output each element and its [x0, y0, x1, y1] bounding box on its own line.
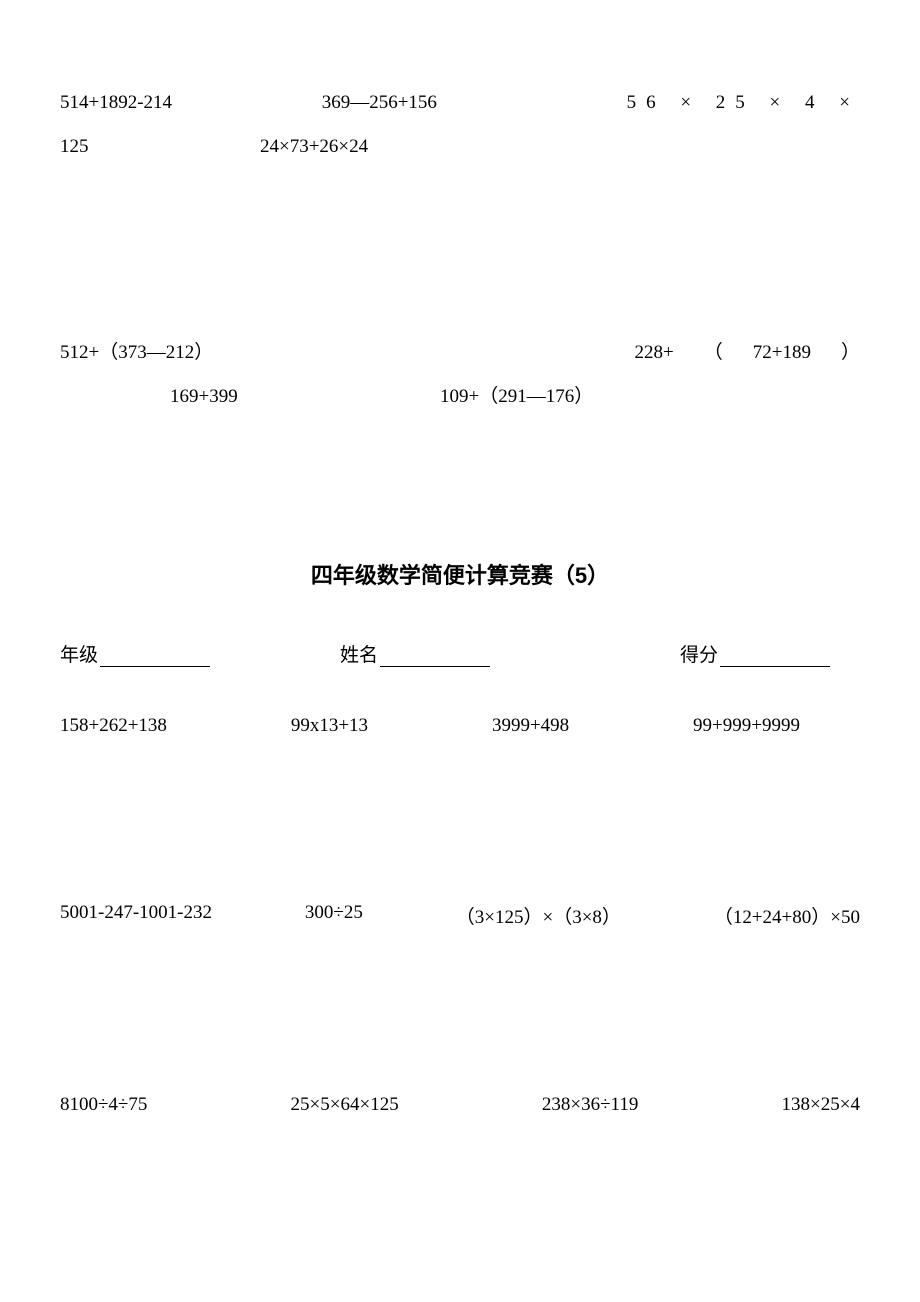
expression: 8100÷4÷75 [60, 1094, 147, 1116]
expression: 99x13+13 [291, 715, 368, 737]
expression-row: 512+ （ 373—212 ） 228+ （ 72+189 ） [60, 338, 860, 368]
grade-field: 年级 [60, 640, 210, 667]
expression: 158+262+138 [60, 715, 167, 737]
underline [720, 647, 830, 667]
top-expressions-block-2: 512+ （ 373—212 ） 228+ （ 72+189 ） 169+399… [60, 338, 860, 413]
expression: 514+1892-214 [60, 88, 172, 118]
expression: （ [704, 338, 723, 368]
problem-row: 158+262+138 99x13+13 3999+498 99+999+999… [60, 715, 860, 737]
expression: 238×36÷119 [542, 1094, 638, 1116]
name-label: 姓名 [340, 640, 378, 667]
expression: 99+999+9999 [693, 715, 800, 737]
expression: 5001-247-1001-232 [60, 902, 212, 929]
score-field: 得分 [680, 640, 830, 667]
expression-row: 169+399 109+（291—176） [60, 382, 860, 412]
underline [100, 647, 210, 667]
expression: 228+ [635, 338, 674, 368]
expression: ） [841, 338, 860, 368]
name-field: 姓名 [340, 640, 490, 667]
expression: 373—212 [118, 338, 194, 368]
expression: （ [99, 338, 118, 368]
top-expressions-block-1: 514+1892-214 369—256+156 56 × 25 × 4 × 1… [60, 88, 860, 163]
page-title: 四年级数学简便计算竞赛（5） [60, 558, 860, 590]
expression: 125 [60, 132, 260, 162]
expression-row: 125 24×73+26×24 [60, 132, 860, 162]
expression: 109+（291—176） [440, 382, 593, 412]
expression: ） [194, 338, 213, 368]
expression: 512+ [60, 338, 99, 368]
expression: 369—256+156 [322, 88, 437, 118]
expression: 72+189 [753, 338, 811, 368]
expression: 3999+498 [492, 715, 569, 737]
expression: （12+24+80）×50 [714, 902, 860, 929]
expression: 24×73+26×24 [260, 132, 368, 162]
expression-row: 514+1892-214 369—256+156 56 × 25 × 4 × [60, 88, 860, 118]
expression: 300÷25 [305, 902, 363, 929]
expression: 56 × 25 × 4 × [627, 88, 860, 118]
problem-row: 5001-247-1001-232 300÷25 （3×125）×（3×8） （… [60, 902, 860, 929]
expression: 25×5×64×125 [291, 1094, 399, 1116]
underline [380, 647, 490, 667]
expression: （3×125）×（3×8） [456, 902, 621, 929]
expression: 169+399 [170, 382, 440, 412]
grade-label: 年级 [60, 640, 98, 667]
score-label: 得分 [680, 640, 718, 667]
expression: 138×25×4 [782, 1094, 860, 1116]
problem-row: 8100÷4÷75 25×5×64×125 238×36÷119 138×25×… [60, 1094, 860, 1116]
header-row: 年级 姓名 得分 [60, 640, 860, 667]
